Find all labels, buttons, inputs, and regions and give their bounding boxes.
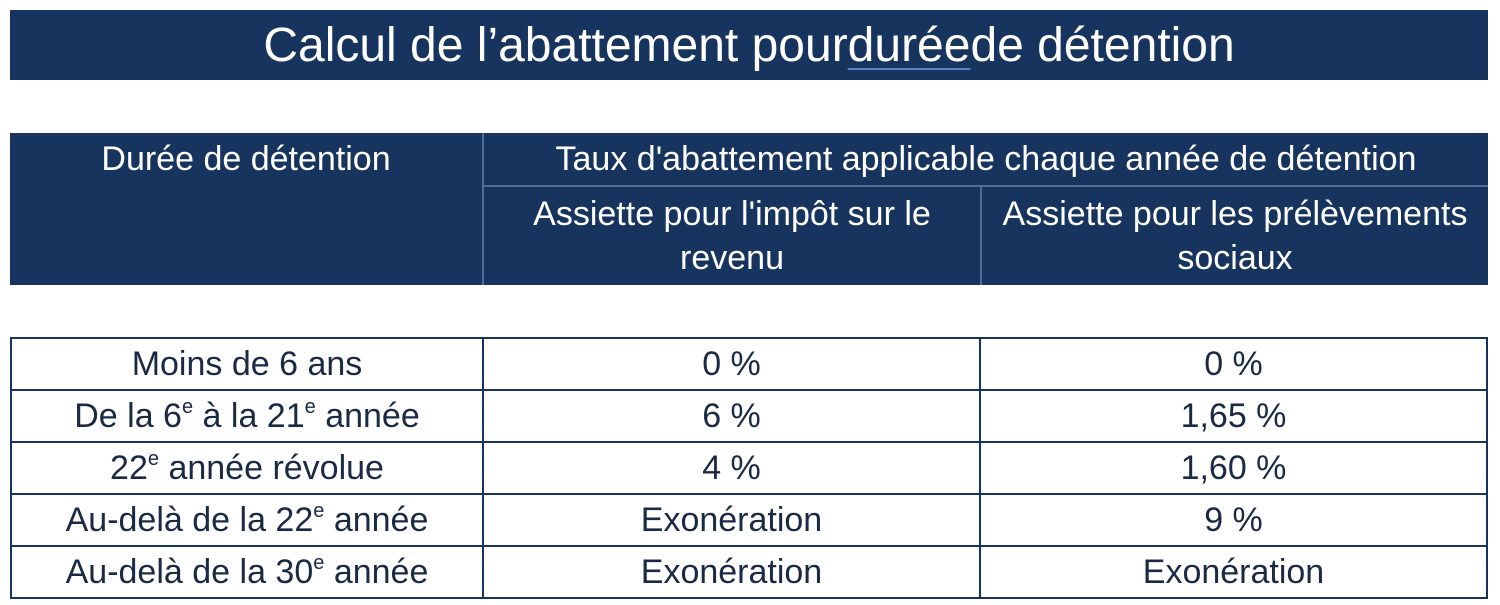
header-duree: Durée de détention <box>101 140 391 178</box>
row-duree-text: année <box>315 396 420 435</box>
row-duree-text: année <box>324 552 429 591</box>
row-duree-text: à la 21 <box>193 396 305 435</box>
row-ps: 1,60 % <box>979 441 1488 495</box>
table-row: Au-delà de la 22e année Exonération 9 % <box>10 493 1488 547</box>
row-duree: 22e année révolue <box>10 441 484 495</box>
row-ir: 4 % <box>482 441 981 495</box>
row-duree-text: année révolue <box>159 448 384 487</box>
header-divider <box>482 185 1488 187</box>
header-taux: Taux d'abattement applicable chaque anné… <box>555 140 1417 178</box>
page-title: Calcul de l’abattement pour durée de dét… <box>10 10 1488 80</box>
row-duree-text: année <box>324 500 429 539</box>
row-ir: 0 % <box>482 337 981 391</box>
row-ir: 6 % <box>482 389 981 443</box>
abattement-table: Moins de 6 ans 0 % 0 % De la 6e à la 21e… <box>10 337 1488 599</box>
row-ps: Exonération <box>979 545 1488 599</box>
row-duree-text: Au-delà de la 22 <box>65 500 314 539</box>
header-divider <box>482 133 484 285</box>
title-part-1: Calcul de l’abattement pour <box>263 18 848 72</box>
row-ps: 9 % <box>979 493 1488 547</box>
row-ir: Exonération <box>482 493 981 547</box>
ordinal-suffix: e <box>313 499 325 522</box>
row-ir: Exonération <box>482 545 981 599</box>
row-duree: Au-delà de la 22e année <box>10 493 484 547</box>
row-ps: 1,65 % <box>979 389 1488 443</box>
header-assiette-ir: Assiette pour l'impôt sur le revenu <box>533 195 931 277</box>
header-divider <box>980 185 982 285</box>
row-duree-text: De la 6 <box>74 396 182 435</box>
ordinal-suffix: e <box>304 395 316 418</box>
row-duree: De la 6e à la 21e année <box>10 389 484 443</box>
row-duree-text: Au-delà de la 30 <box>65 552 314 591</box>
row-ps: 0 % <box>979 337 1488 391</box>
table-row: Moins de 6 ans 0 % 0 % <box>10 337 1488 391</box>
row-duree: Moins de 6 ans <box>10 337 484 391</box>
table-row: Au-delà de la 30e année Exonération Exon… <box>10 545 1488 599</box>
row-duree-text: 22 <box>110 448 148 487</box>
ordinal-suffix: e <box>147 447 159 470</box>
header-assiette-ps: Assiette pour les prélèvements sociaux <box>1002 195 1468 277</box>
table-header: Durée de détention Taux d'abattement app… <box>10 133 1488 285</box>
ordinal-suffix: e <box>181 395 194 418</box>
title-part-2: de détention <box>970 18 1235 72</box>
title-underlined-word: durée <box>847 18 971 72</box>
table-row: De la 6e à la 21e année 6 % 1,65 % <box>10 389 1488 443</box>
table-row: 22e année révolue 4 % 1,60 % <box>10 441 1488 495</box>
row-duree: Au-delà de la 30e année <box>10 545 484 599</box>
ordinal-suffix: e <box>313 551 325 574</box>
